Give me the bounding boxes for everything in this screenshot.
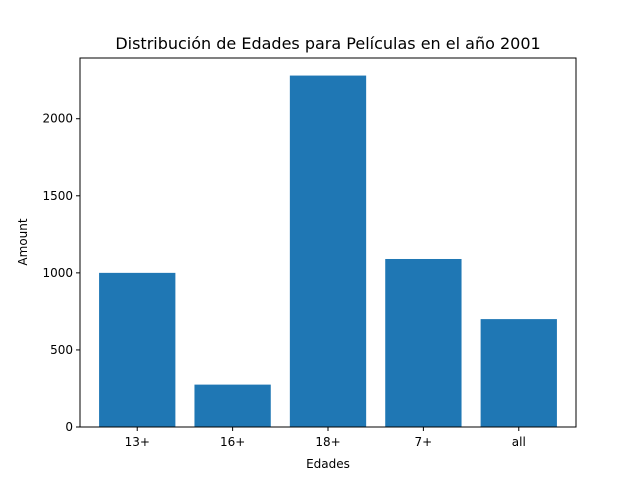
x-tick-label: 13+ [125, 435, 150, 449]
bar-7+ [385, 258, 462, 427]
bar-all [480, 319, 557, 427]
plot-frame [79, 57, 577, 428]
x-tick-label: all [512, 435, 526, 449]
y-tick-label: 0 [65, 420, 73, 434]
y-axis-ticks: 0 500 1000 1500 2000 [42, 112, 80, 434]
bar-16+ [194, 384, 271, 427]
y-tick-label: 1000 [42, 266, 73, 280]
y-tick-label: 2000 [42, 112, 73, 126]
y-tick-label: 1500 [42, 189, 73, 203]
x-tick-label: 7+ [415, 435, 433, 449]
y-tick-label: 500 [50, 343, 73, 357]
x-axis-ticks: 13+ 16+ 18+ 7+ all [125, 427, 526, 449]
y-axis-label: Amount [16, 218, 30, 265]
x-tick-label: 16+ [220, 435, 245, 449]
bar-18+ [289, 75, 367, 428]
x-tick-label: 18+ [315, 435, 340, 449]
bar-13+ [99, 272, 176, 427]
chart-title: Distribución de Edades para Películas en… [115, 34, 540, 53]
x-axis-label: Edades [306, 457, 350, 471]
bars-group [99, 75, 557, 428]
